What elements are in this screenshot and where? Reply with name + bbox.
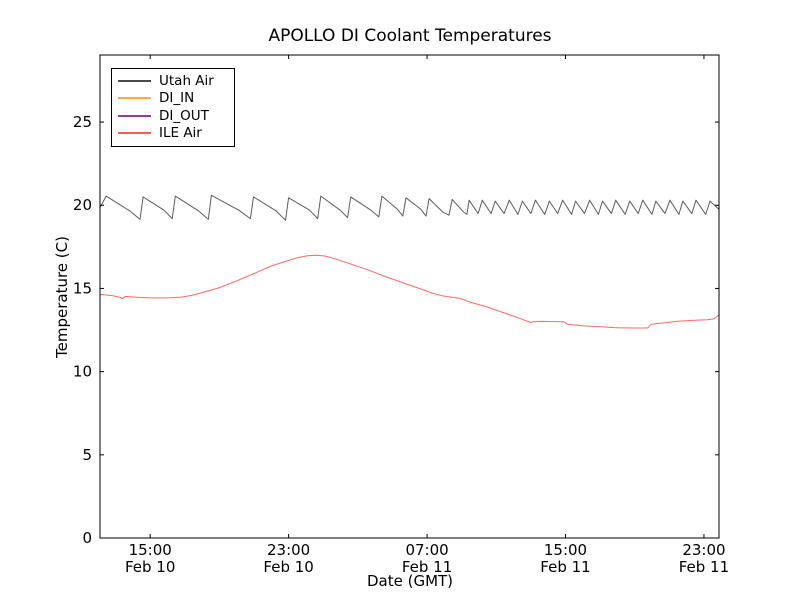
series-line-ile-air: [99, 254, 720, 329]
x-tick-label-time: 23:00: [682, 541, 725, 559]
legend-line-sample: [118, 114, 151, 117]
x-tick-label-time: 07:00: [405, 541, 448, 559]
y-tick-label: 0: [82, 529, 92, 547]
y-axis-label: Temperature (C): [53, 236, 71, 358]
y-tick-label: 10: [73, 363, 92, 381]
legend-label: Utah Air: [159, 72, 214, 89]
chart-title: APOLLO DI Coolant Temperatures: [268, 26, 552, 46]
legend: Utah Air DI_IN DI_OUT ILE Air: [111, 68, 235, 147]
y-tick-label: 25: [73, 113, 92, 131]
legend-label: ILE Air: [159, 125, 202, 142]
x-tick-label-date: Feb 11: [540, 558, 590, 576]
x-tick-label-time: 15:00: [544, 541, 587, 559]
legend-entry-ile-air: ILE Air: [118, 125, 228, 143]
legend-entry-utah-air: Utah Air: [118, 72, 228, 90]
legend-line-sample: [118, 97, 151, 100]
x-tick-label-time: 23:00: [267, 541, 310, 559]
legend-label: DI_IN: [159, 90, 195, 107]
y-tick-label: 15: [73, 279, 92, 297]
y-tick-label: 20: [73, 196, 92, 214]
legend-line-sample: [118, 132, 151, 135]
legend-entry-di-in: DI_IN: [118, 90, 228, 108]
x-tick-label-date: Feb 11: [402, 558, 452, 576]
legend-label: DI_OUT: [159, 107, 209, 124]
legend-line-sample: [118, 79, 151, 82]
axes-border: [99, 54, 720, 539]
x-tick-label-date: Feb 10: [263, 558, 313, 576]
x-tick-label-date: Feb 11: [679, 558, 729, 576]
series-line-utah-air: [99, 194, 720, 221]
legend-entry-di-out: DI_OUT: [118, 107, 228, 125]
x-axis-label: Date (GMT): [366, 572, 454, 590]
y-tick-label: 5: [82, 446, 92, 464]
x-tick-label-date: Feb 10: [125, 558, 175, 576]
x-tick-label-time: 15:00: [129, 541, 172, 559]
